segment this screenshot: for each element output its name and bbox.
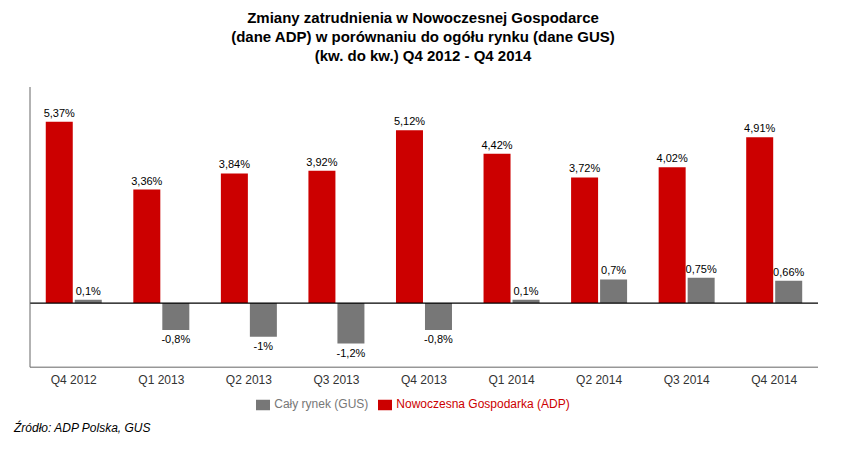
html-text:Nowoczesna Gospodarka (ADP): Nowoczesna Gospodarka (ADP) — [396, 397, 570, 412]
svg-text:3,36%: 3,36% — [131, 175, 162, 187]
svg-text:0,1%: 0,1% — [513, 285, 538, 297]
svg-text:-0,8%: -0,8% — [424, 333, 453, 345]
svg-text:Q4 2012: Q4 2012 — [51, 373, 97, 387]
html-text:Zmiany zatrudnienia w Nowoczes: Zmiany zatrudnienia w Nowoczesnej Gospod… — [247, 9, 599, 26]
svg-text:Q3 2014: Q3 2014 — [664, 373, 710, 387]
svg-text:5,12%: 5,12% — [394, 115, 425, 127]
svg-text:4,42%: 4,42% — [481, 139, 512, 151]
html-text:Źródło: ADP Polska, GUS: Źródło: ADP Polska, GUS — [14, 421, 151, 435]
svg-text:3,84%: 3,84% — [219, 158, 250, 170]
svg-text:0,66%: 0,66% — [773, 266, 804, 278]
svg-text:3,72%: 3,72% — [569, 162, 600, 174]
svg-text:-1,2%: -1,2% — [337, 347, 366, 359]
svg-text:Q2 2013: Q2 2013 — [226, 373, 272, 387]
svg-text:Q4 2014: Q4 2014 — [751, 373, 797, 387]
svg-text:4,02%: 4,02% — [657, 152, 688, 164]
svg-text:0,75%: 0,75% — [686, 263, 717, 275]
svg-text:4,91%: 4,91% — [744, 122, 775, 134]
svg-text:Q4 2013: Q4 2013 — [401, 373, 447, 387]
svg-text:0,1%: 0,1% — [76, 285, 101, 297]
html-text:Cały rynek (GUS): Cały rynek (GUS) — [274, 397, 369, 412]
svg-text:3,92%: 3,92% — [306, 156, 337, 168]
svg-text:0,7%: 0,7% — [601, 264, 626, 276]
svg-text:Q1 2013: Q1 2013 — [138, 373, 184, 387]
svg-text:-1%: -1% — [254, 340, 274, 352]
svg-text:Q2 2014: Q2 2014 — [576, 373, 622, 387]
svg-text:-0,8%: -0,8% — [161, 333, 190, 345]
html-text:(kw. do kw.) Q4 2012 - Q4 2014: (kw. do kw.) Q4 2012 - Q4 2014 — [314, 47, 532, 64]
svg-text:Q3 2013: Q3 2013 — [313, 373, 359, 387]
html-text:(dane ADP) w porównaniu do ogó: (dane ADP) w porównaniu do ogółu rynku (… — [231, 28, 615, 45]
svg-text:5,37%: 5,37% — [44, 107, 75, 119]
svg-text:Q1 2014: Q1 2014 — [489, 373, 535, 387]
